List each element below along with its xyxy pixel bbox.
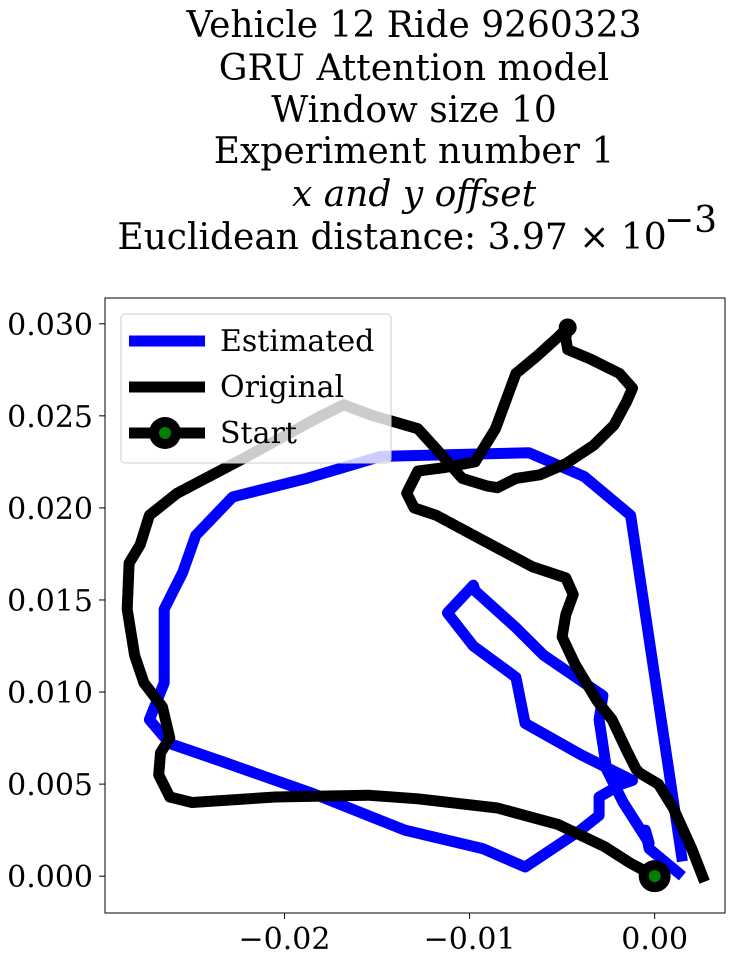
x-tick-label: −0.01 — [424, 922, 516, 957]
x-tick-label: 0.00 — [621, 922, 688, 957]
y-tick-label: 0.015 — [7, 584, 93, 619]
title-line-2: GRU Attention model — [219, 48, 609, 89]
y-tick-label: 0.000 — [7, 860, 93, 895]
plot-area: −0.02 −0.01 0.00 0.000 0.005 0.010 0.015 0.020 0… — [7, 297, 726, 957]
original-line-end-dot — [558, 318, 577, 337]
title-exponent: −3 — [664, 200, 717, 241]
legend-box — [120, 313, 392, 464]
start-marker-inner — [648, 870, 661, 883]
x-tick-label: −0.02 — [239, 922, 331, 957]
chart-title: Vehicle 12 Ride 9260323 GRU Attention mo… — [117, 5, 717, 258]
y-tick-label: 0.005 — [7, 768, 93, 803]
title-line-4: Experiment number 1 — [214, 131, 615, 172]
y-tick-label: 0.030 — [7, 308, 93, 343]
title-line-5: x and y offset — [292, 174, 537, 215]
title-line-1: Vehicle 12 Ride 9260323 — [185, 5, 641, 46]
title-line-6: Euclidean distance: 3.97 × 10 — [117, 217, 666, 258]
series-line-estimated — [143, 447, 688, 881]
title-line-3: Window size 10 — [271, 90, 557, 131]
series-layer — [121, 318, 710, 893]
legend: Estimated Original Start — [120, 313, 392, 464]
series-line-original — [121, 322, 710, 884]
y-tick-label: 0.010 — [7, 676, 93, 711]
plot-frame — [104, 297, 726, 914]
legend-swatch-start-inner — [159, 427, 171, 439]
legend-label-original: Original — [220, 370, 344, 405]
legend-label-estimated: Estimated — [220, 324, 374, 359]
y-tick-label: 0.025 — [7, 400, 93, 435]
ticks-layer: −0.02 −0.01 0.00 0.000 0.005 0.010 0.015 0.020 0… — [7, 308, 688, 957]
y-tick-label: 0.020 — [7, 492, 93, 527]
legend-label-start: Start — [220, 416, 297, 451]
